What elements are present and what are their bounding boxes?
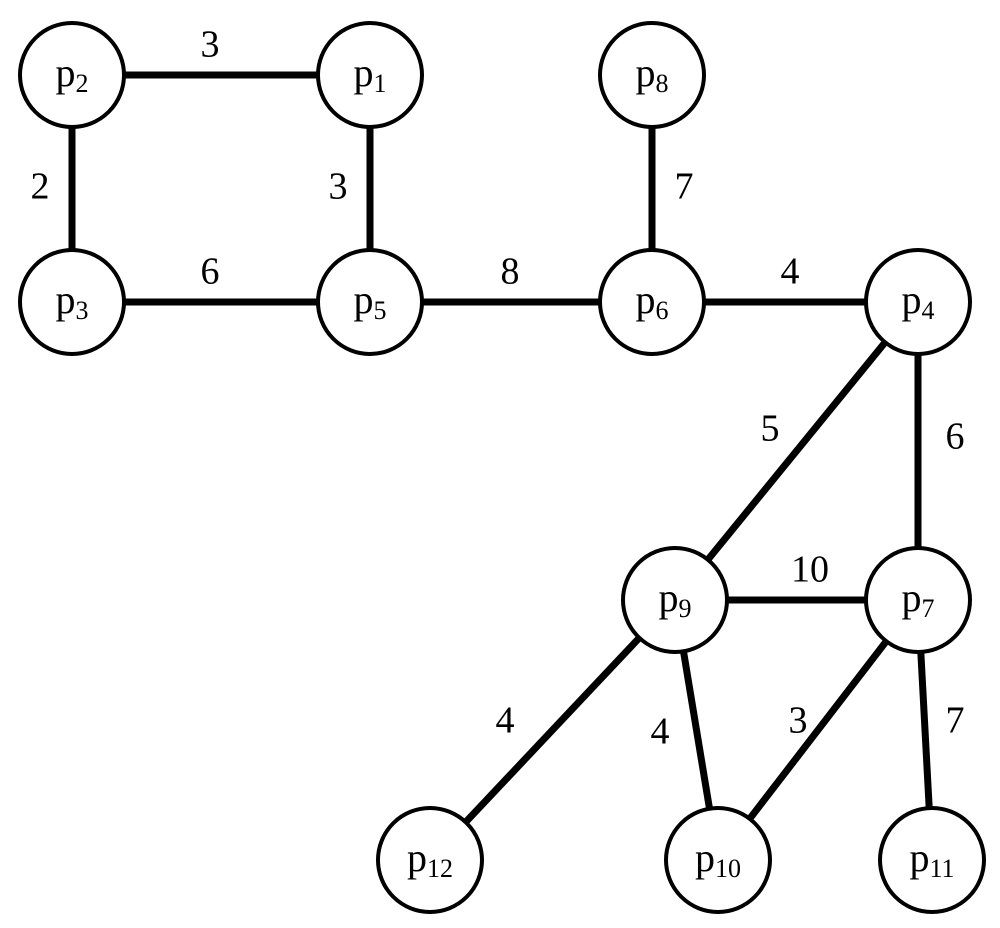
edge-weight-p9-p10: 4 (651, 711, 670, 753)
edge-labels-layer: 3 2 3 7 6 8 4 5 6 10 4 4 3 7 (31, 24, 965, 753)
edge-weight-p7-p11: 7 (946, 700, 965, 742)
edge-weight-p5-p6: 8 (501, 251, 520, 293)
edge-weight-p2-p3: 2 (31, 166, 50, 208)
edge-weight-p9-p12: 4 (496, 700, 515, 742)
edge-weight-p1-p5: 3 (329, 166, 348, 208)
edge-weight-p3-p5: 6 (201, 251, 220, 293)
network-graph: p1p2p3p4p5p6p7p8p9p10p11p123237684561044… (0, 0, 1000, 928)
edge-weight-p7-p10: 3 (789, 700, 808, 742)
edge-weight-p4-p9: 5 (761, 408, 780, 450)
edge-weight-p4-p7: 6 (946, 416, 965, 458)
edge-weight-p2-p1: 3 (201, 24, 220, 66)
edges-layer (72, 75, 932, 860)
edge-weight-p6-p4: 4 (781, 251, 800, 293)
edge-weight-p9-p7: 10 (791, 549, 829, 591)
edge-weight-p8-p6: 7 (675, 166, 694, 208)
